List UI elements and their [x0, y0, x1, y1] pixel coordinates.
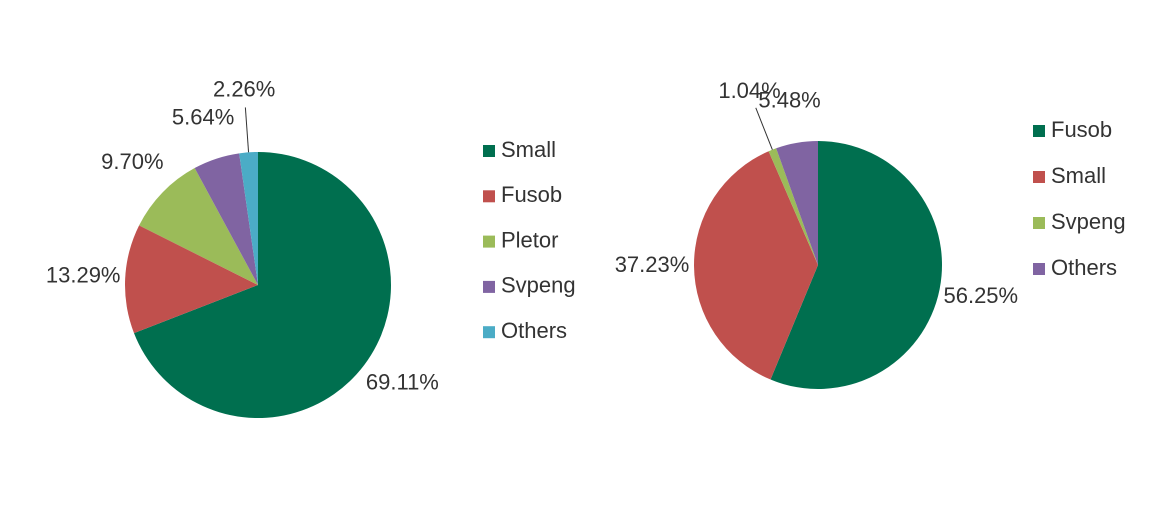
pie-slice [125, 225, 259, 334]
legend-swatch [483, 326, 495, 339]
pie-slice [239, 152, 258, 285]
legend-label: Others [501, 318, 567, 343]
legend-swatch [1033, 125, 1045, 137]
data-label: 9.70% [101, 149, 163, 174]
legend-label: Fusob [1051, 117, 1112, 142]
pie-slice [768, 148, 818, 265]
pie-slice [194, 153, 258, 285]
pie-slice [139, 168, 258, 285]
pie-slice [770, 141, 942, 389]
legend-label: Small [501, 137, 556, 162]
legend-label: Svpeng [1051, 209, 1126, 234]
data-label: 13.29% [46, 263, 121, 288]
leader-line [244, 107, 250, 153]
data-label: 2.26% [213, 76, 275, 101]
legend-label: Pletor [501, 227, 558, 252]
data-label: 69.11% [366, 370, 439, 395]
legend-label: Small [1051, 163, 1106, 188]
legend-swatch [1033, 263, 1045, 275]
legend-label: Svpeng [501, 273, 576, 298]
legend-swatch [483, 235, 495, 248]
leader-line [755, 107, 773, 150]
legend-label: Fusob [501, 182, 562, 207]
legend-label: Others [1051, 255, 1117, 280]
pie-slice [694, 151, 818, 380]
legend-swatch [1033, 217, 1045, 229]
legend-swatch [1033, 171, 1045, 183]
legend-swatch [483, 280, 495, 293]
data-label: 5.64% [172, 105, 234, 130]
data-label: 1.04% [718, 78, 780, 103]
pie-slice [134, 152, 392, 418]
data-label: 56.25% [943, 283, 1018, 308]
legend-swatch [483, 145, 495, 157]
legend-swatch [483, 190, 495, 203]
data-label: 5.48% [758, 87, 820, 112]
pie-slice [776, 141, 818, 265]
data-label: 37.23% [615, 252, 690, 277]
